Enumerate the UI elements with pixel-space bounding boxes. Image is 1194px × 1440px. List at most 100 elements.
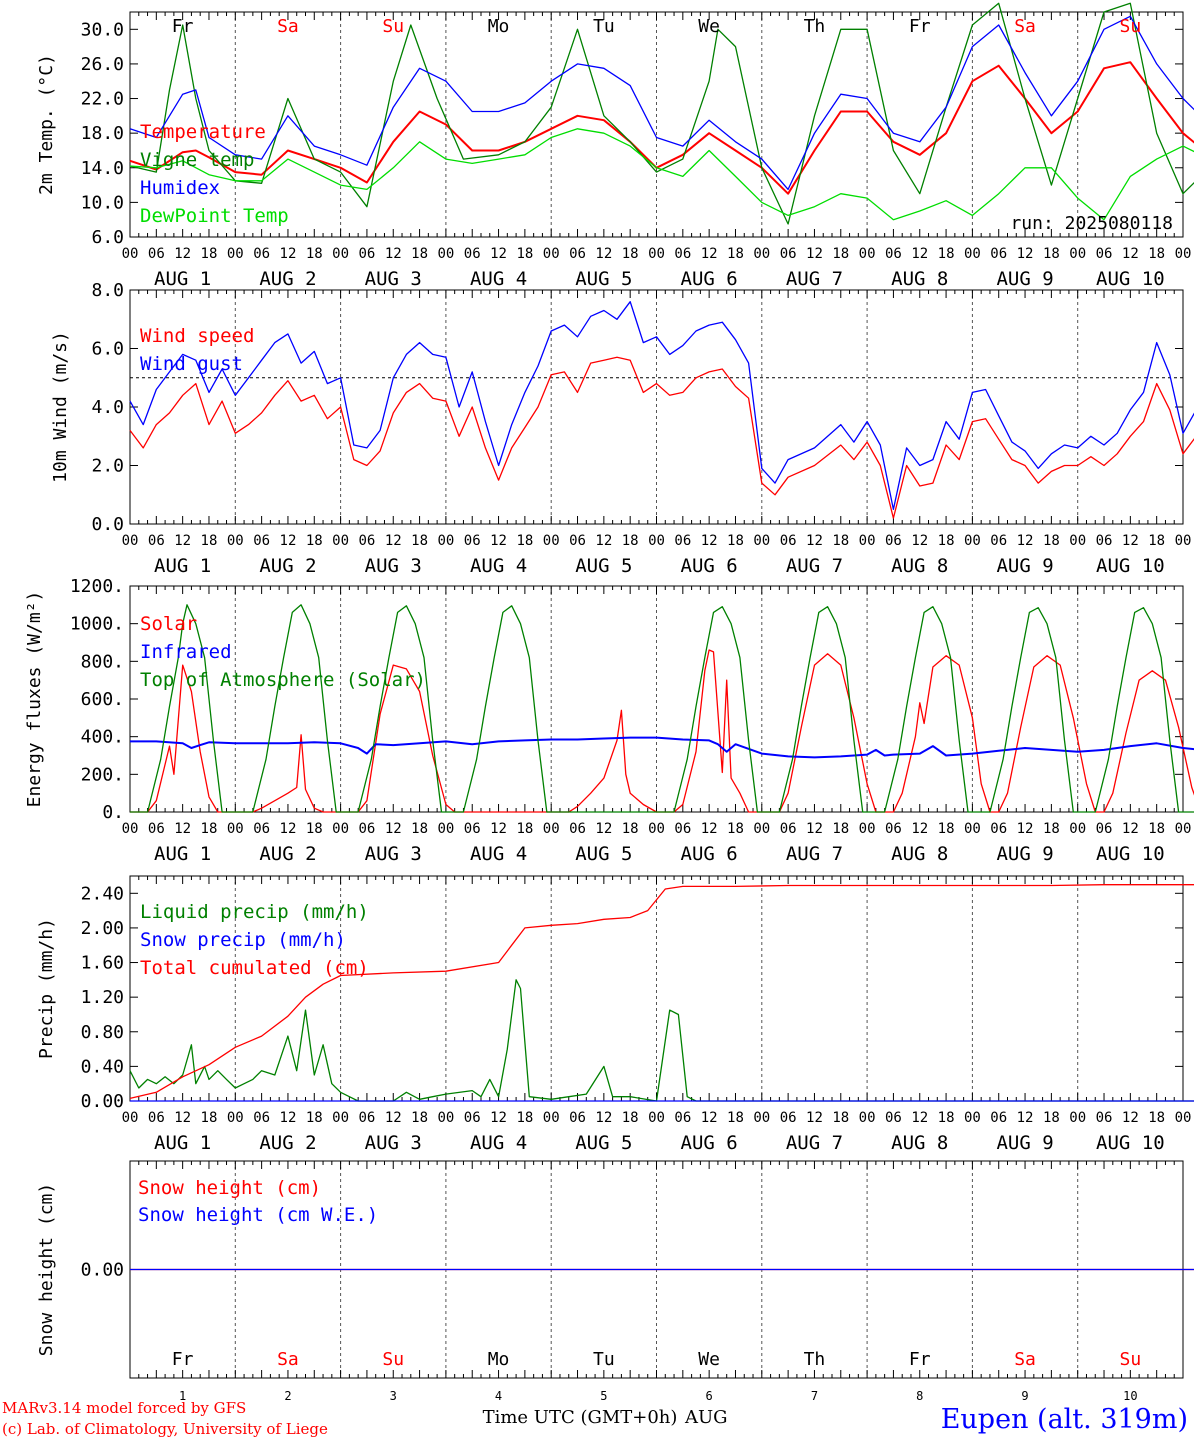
panel-1: 30.0 26.0 22.0 18.0 14.0 10.0 6.0 2m Temp. (°C)… bbox=[36, 2, 1194, 290]
date-label: AUG 1 bbox=[154, 555, 211, 577]
hour-tick-label: 00 bbox=[1175, 821, 1192, 837]
legend-entry: Top of Atmosphere (Solar) bbox=[140, 669, 426, 691]
hour-tick-label: 00 bbox=[753, 1110, 770, 1126]
hour-tick-label: 00 bbox=[543, 1110, 560, 1126]
legend-entry: Snow precip (mm/h) bbox=[140, 929, 346, 951]
model-credit: MARv3.14 model forced by GFS bbox=[2, 1399, 246, 1417]
hour-tick-label: 18 bbox=[832, 1110, 849, 1126]
y-tick-label: 800. bbox=[81, 651, 124, 672]
day-abbr-bottom: Su bbox=[382, 1349, 404, 1370]
date-label: AUG 6 bbox=[681, 1132, 738, 1154]
hour-tick-label: 06 bbox=[780, 533, 797, 549]
date-label: AUG 9 bbox=[996, 555, 1053, 577]
hour-tick-label: 00 bbox=[859, 246, 876, 262]
hour-tick-label: 12 bbox=[490, 1110, 507, 1126]
hour-tick-label: 12 bbox=[1122, 821, 1139, 837]
hour-tick-label: 06 bbox=[674, 1110, 691, 1126]
hour-tick-label: 06 bbox=[253, 821, 270, 837]
hour-tick-label: 06 bbox=[569, 533, 586, 549]
day-abbr-bottom: Sa bbox=[1014, 1349, 1036, 1370]
hour-tick-label: 18 bbox=[201, 821, 218, 837]
hour-tick-label: 00 bbox=[437, 821, 454, 837]
hour-tick-label: 18 bbox=[727, 1110, 744, 1126]
y-tick-label: 0.40 bbox=[81, 1056, 124, 1077]
hour-tick-label: 00 bbox=[859, 821, 876, 837]
hour-tick-label: 06 bbox=[990, 1110, 1007, 1126]
x-axis-month: AUG bbox=[684, 1407, 728, 1428]
y-tick-label: 6.0 bbox=[91, 339, 124, 360]
hour-tick-label: 18 bbox=[201, 246, 218, 262]
hour-tick-label: 12 bbox=[490, 821, 507, 837]
y-tick-label: 2.0 bbox=[91, 456, 124, 477]
y-tick-label: 22.0 bbox=[81, 89, 124, 110]
hour-tick-label: 06 bbox=[990, 533, 1007, 549]
date-label: AUG 3 bbox=[365, 1132, 422, 1154]
series-line-liquid-precip-mm-h- bbox=[129, 979, 1194, 1102]
hour-tick-label: 18 bbox=[516, 533, 533, 549]
hour-tick-label: 18 bbox=[516, 1110, 533, 1126]
hour-tick-label: 00 bbox=[1069, 246, 1086, 262]
date-label: AUG 7 bbox=[786, 268, 843, 290]
hour-tick-label: 00 bbox=[648, 533, 665, 549]
hour-tick-label: 06 bbox=[1096, 246, 1113, 262]
date-label: AUG 3 bbox=[365, 843, 422, 865]
hour-tick-label: 06 bbox=[148, 533, 165, 549]
hour-tick-label: 00 bbox=[227, 246, 244, 262]
hour-tick-label: 00 bbox=[227, 1110, 244, 1126]
day-abbr-top: Tu bbox=[593, 16, 615, 37]
hour-tick-label: 18 bbox=[411, 1110, 428, 1126]
day-abbr-top: Sa bbox=[1014, 16, 1036, 37]
legend-entry: Snow height (cm W.E.) bbox=[138, 1204, 378, 1226]
date-label: AUG 5 bbox=[575, 268, 632, 290]
hour-tick-label: 00 bbox=[227, 533, 244, 549]
panel-5: 0.00 Snow height (cm) Snow height (cm) Snow… bbox=[36, 1160, 1194, 1403]
hour-tick-label: 00 bbox=[437, 533, 454, 549]
hour-tick-label: 18 bbox=[516, 246, 533, 262]
y-tick-label: 4.0 bbox=[91, 397, 124, 418]
day-number: 8 bbox=[916, 1389, 923, 1403]
hour-tick-label: 18 bbox=[622, 246, 639, 262]
hour-tick-label: 18 bbox=[411, 821, 428, 837]
legend-entry: Vigne temp bbox=[140, 149, 254, 171]
y-axis-label: 2m Temp. (°C) bbox=[36, 54, 57, 195]
hour-tick-label: 18 bbox=[306, 1110, 323, 1126]
hour-tick-label: 18 bbox=[1148, 1110, 1165, 1126]
legend-entry: Total cumulated (cm) bbox=[140, 957, 369, 979]
date-label: AUG 10 bbox=[1096, 268, 1165, 290]
date-label: AUG 8 bbox=[891, 843, 948, 865]
date-label: AUG 1 bbox=[154, 1132, 211, 1154]
hour-tick-label: 06 bbox=[464, 246, 481, 262]
hour-tick-label: 00 bbox=[543, 246, 560, 262]
date-label: AUG 1 bbox=[154, 843, 211, 865]
hour-tick-label: 18 bbox=[1043, 533, 1060, 549]
date-label: AUG 9 bbox=[996, 843, 1053, 865]
hour-tick-label: 06 bbox=[780, 821, 797, 837]
hour-tick-label: 00 bbox=[964, 246, 981, 262]
hour-tick-label: 00 bbox=[964, 1110, 981, 1126]
hour-tick-label: 06 bbox=[253, 246, 270, 262]
hour-tick-label: 06 bbox=[780, 1110, 797, 1126]
hour-tick-label: 06 bbox=[148, 821, 165, 837]
day-abbr-top: Mo bbox=[488, 16, 510, 37]
hour-tick-label: 18 bbox=[1148, 533, 1165, 549]
day-number: 7 bbox=[811, 1389, 818, 1403]
date-label: AUG 4 bbox=[470, 843, 527, 865]
hour-tick-label: 00 bbox=[332, 821, 349, 837]
hour-tick-label: 00 bbox=[1069, 533, 1086, 549]
hour-tick-label: 00 bbox=[753, 821, 770, 837]
hour-tick-label: 00 bbox=[543, 821, 560, 837]
hour-tick-label: 18 bbox=[938, 246, 955, 262]
hour-tick-label: 06 bbox=[148, 246, 165, 262]
y-tick-label: 30.0 bbox=[81, 19, 124, 40]
hour-tick-label: 12 bbox=[701, 1110, 718, 1126]
y-tick-label: 0. bbox=[102, 802, 124, 823]
hour-tick-label: 06 bbox=[1096, 821, 1113, 837]
day-abbr-bottom: Sa bbox=[277, 1349, 299, 1370]
hour-tick-label: 00 bbox=[859, 533, 876, 549]
hour-tick-label: 00 bbox=[1175, 533, 1192, 549]
hour-tick-label: 18 bbox=[306, 821, 323, 837]
plot-frame bbox=[129, 11, 1184, 238]
day-abbr-bottom: Th bbox=[804, 1349, 826, 1370]
hour-tick-label: 18 bbox=[411, 246, 428, 262]
day-number: 10 bbox=[1123, 1389, 1137, 1403]
